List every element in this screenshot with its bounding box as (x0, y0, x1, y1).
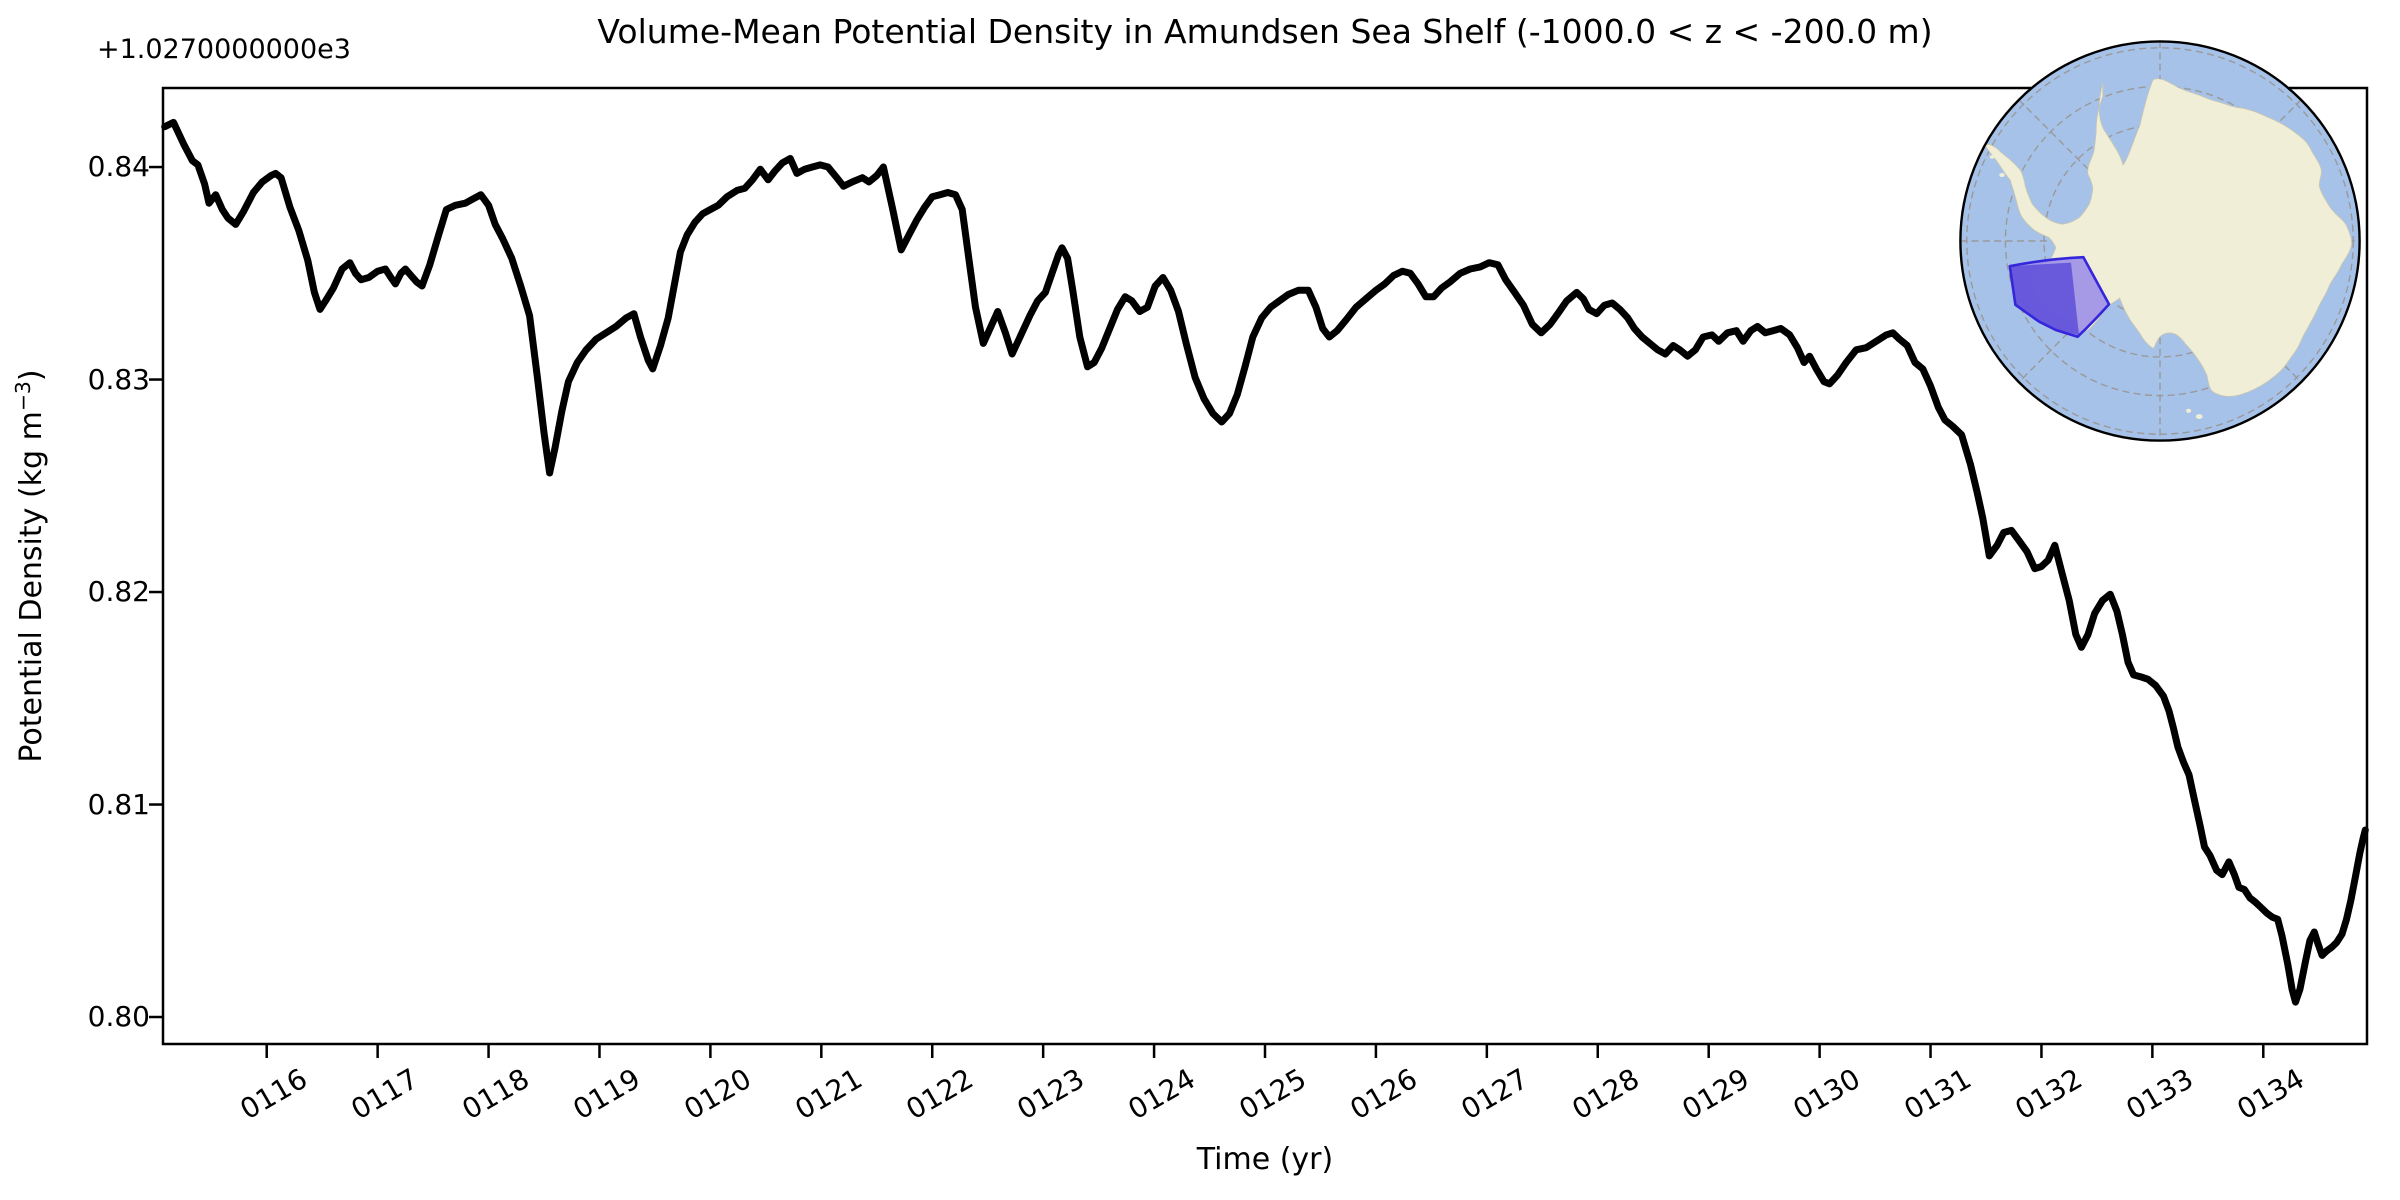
island (1989, 155, 1995, 159)
island (2100, 197, 2112, 211)
y-axis-label-exponent: −3 (11, 381, 35, 412)
x-axis-label: Time (yr) (1196, 1142, 1334, 1177)
y-axis-label: Potential Density (kg m−3) (11, 369, 49, 762)
region-box-ocean-part (2009, 262, 2079, 335)
map-border-circle (1959, 40, 2361, 442)
chart-title: Volume-Mean Potential Density in Amundse… (597, 12, 1933, 51)
y-tick-label: 0.83 (87, 362, 150, 396)
y-axis-label-text: Potential Density (kg m (14, 411, 49, 763)
island (1999, 173, 2005, 177)
region-box-outline (2008, 255, 2111, 339)
y-tick-label: 0.81 (87, 787, 150, 821)
plot-border (161, 86, 2369, 1046)
y-tick-label: 0.80 (87, 1000, 150, 1033)
amundsen-region-highlight (2008, 255, 2111, 339)
y-axis-label-close: ) (14, 369, 49, 382)
island (2093, 170, 2107, 190)
density-line (161, 118, 2369, 1006)
y-axis-offset-text: +1.0270000000e3 (97, 34, 351, 65)
y-tick-label: 0.84 (87, 150, 150, 184)
island (2186, 408, 2192, 413)
axis-ticks (149, 165, 2265, 1058)
antarctica-inset-map (1959, 40, 2361, 442)
y-tick-label: 0.82 (87, 575, 150, 609)
island (2195, 414, 2203, 419)
